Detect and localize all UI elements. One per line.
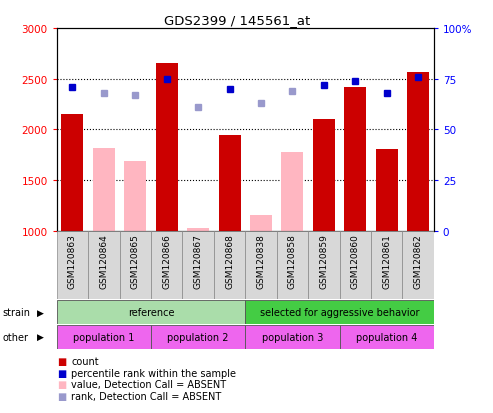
Bar [340,325,434,349]
Text: GSM120838: GSM120838 [256,233,266,288]
Bar [182,231,214,299]
Text: population 1: population 1 [73,332,135,342]
Text: ▶: ▶ [37,332,44,342]
Text: ■: ■ [57,380,66,389]
Text: ■: ■ [57,368,66,378]
Text: GSM120866: GSM120866 [162,233,171,288]
Bar [218,136,241,231]
Bar [88,231,119,299]
Text: percentile rank within the sample: percentile rank within the sample [71,368,237,378]
Bar [376,150,398,231]
Bar [407,72,429,231]
Text: GSM120865: GSM120865 [131,233,140,288]
Text: GSM120859: GSM120859 [319,233,328,288]
Text: ▶: ▶ [37,308,44,317]
Bar [245,231,277,299]
Bar [156,64,177,231]
Text: value, Detection Call = ABSENT: value, Detection Call = ABSENT [71,380,227,389]
Bar [245,300,434,324]
Bar [371,231,402,299]
Bar [119,231,151,299]
Bar [245,325,340,349]
Bar [62,115,83,231]
Text: count: count [71,356,99,366]
Bar [214,231,246,299]
Bar [57,231,88,299]
Text: population 4: population 4 [356,332,418,342]
Text: rank, Detection Call = ABSENT: rank, Detection Call = ABSENT [71,391,222,401]
Bar [57,325,151,349]
Text: ■: ■ [57,356,66,366]
Bar [187,228,209,231]
Bar [282,153,303,231]
Bar [93,148,115,231]
Bar [250,215,272,231]
Text: GSM120861: GSM120861 [382,233,391,288]
Text: population 2: population 2 [168,332,229,342]
Bar [340,231,371,299]
Text: ■: ■ [57,391,66,401]
Text: strain: strain [2,307,31,317]
Text: GDS2399 / 145561_at: GDS2399 / 145561_at [164,14,310,27]
Text: GSM120858: GSM120858 [288,233,297,288]
Bar [344,88,366,231]
Bar [402,231,434,299]
Text: GSM120863: GSM120863 [68,233,77,288]
Bar [124,161,146,231]
Bar [57,300,245,324]
Text: selected for aggressive behavior: selected for aggressive behavior [260,307,420,317]
Text: GSM120864: GSM120864 [99,233,108,288]
Text: GSM120868: GSM120868 [225,233,234,288]
Text: other: other [2,332,29,342]
Bar [151,325,245,349]
Text: reference: reference [128,307,174,317]
Bar [151,231,182,299]
Text: GSM120862: GSM120862 [414,233,423,288]
Bar [308,231,340,299]
Bar [277,231,308,299]
Text: GSM120867: GSM120867 [194,233,203,288]
Text: GSM120860: GSM120860 [351,233,360,288]
Bar [313,120,335,231]
Text: population 3: population 3 [262,332,323,342]
